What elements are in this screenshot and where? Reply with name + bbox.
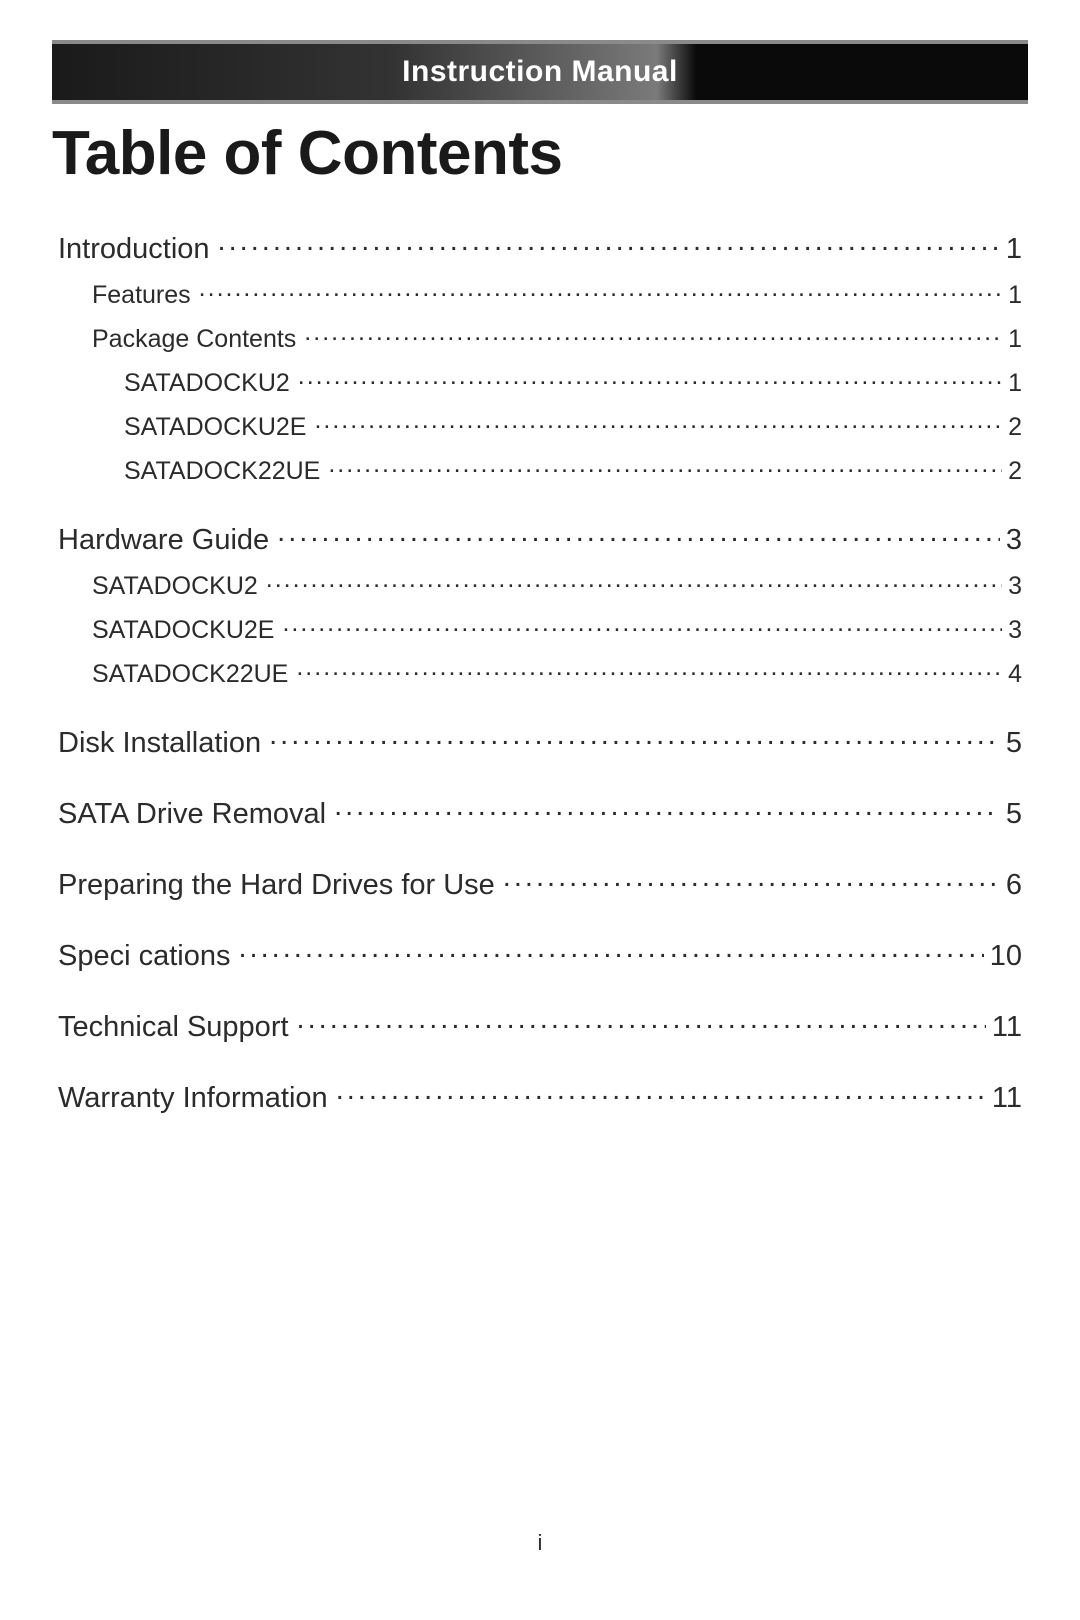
toc-entry-label: Disk Installation [58, 727, 269, 760]
header-bar: Instruction Manual [52, 40, 1028, 104]
toc-entry: Disk Installation 5 [58, 723, 1022, 760]
toc-entry: Hardware Guide 3 [58, 520, 1022, 557]
toc-entry: SATA Drive Removal 5 [58, 794, 1022, 831]
toc-entry: SATADOCKU2 3 [92, 569, 1022, 601]
toc-leader-dots [266, 569, 1002, 594]
toc-entry-label: Technical Support [58, 1011, 297, 1044]
toc-entry-label: Preparing the Hard Drives for Use [58, 869, 503, 902]
toc-entry-page: 3 [1002, 616, 1022, 645]
toc-entry: SATADOCK22UE 2 [124, 454, 1022, 486]
toc-leader-dots [297, 1007, 986, 1036]
toc-entry-label: Features [92, 281, 199, 310]
toc-entry-page: 1 [1002, 325, 1022, 354]
toc-leader-dots [277, 520, 1000, 549]
toc-entry-page: 2 [1002, 413, 1022, 442]
toc-entry-label: SATADOCKU2E [124, 413, 314, 442]
toc-leader-dots [296, 657, 1002, 682]
toc-entry: SATADOCKU2E 3 [92, 613, 1022, 645]
toc-leader-dots [239, 936, 984, 965]
toc-entry: SATADOCKU2E 2 [124, 410, 1022, 442]
toc-entry-label: Introduction [58, 233, 218, 266]
toc-leader-dots [304, 322, 1002, 347]
toc-entry-label: SATADOCK22UE [92, 660, 296, 689]
toc-entry-label: SATADOCK22UE [124, 457, 328, 486]
toc-leader-dots [334, 794, 1000, 823]
toc-entry: SATADOCKU2 1 [124, 366, 1022, 398]
toc-entry-page: 2 [1002, 457, 1022, 486]
toc-leader-dots [218, 229, 1000, 258]
toc-leader-dots [328, 454, 1002, 479]
toc-entry-label: SATADOCKU2 [92, 572, 266, 601]
toc-entry: Preparing the Hard Drives for Use 6 [58, 865, 1022, 902]
toc-entry: Introduction 1 [58, 229, 1022, 266]
toc-entry-label: Hardware Guide [58, 524, 277, 557]
toc-entry-page: 3 [1000, 524, 1022, 557]
page-number: i [0, 1530, 1080, 1556]
toc-leader-dots [269, 723, 1000, 752]
page-container: Instruction Manual Table of Contents Int… [0, 0, 1080, 1620]
toc-entry-label: Speci cations [58, 940, 239, 973]
toc-entry-label: SATA Drive Removal [58, 798, 334, 831]
toc-entry-page: 5 [1000, 727, 1022, 760]
toc-leader-dots [503, 865, 1000, 894]
toc-entry-page: 11 [986, 1082, 1022, 1115]
toc-leader-dots [199, 278, 1002, 303]
toc-entry: SATADOCK22UE 4 [92, 657, 1022, 689]
toc-entry-page: 1 [1000, 233, 1022, 266]
toc-leader-dots [336, 1078, 986, 1107]
toc-entry: Technical Support 11 [58, 1007, 1022, 1044]
toc-entry-label: SATADOCKU2 [124, 369, 298, 398]
toc-entry-label: SATADOCKU2E [92, 616, 282, 645]
toc-entry: Warranty Information 11 [58, 1078, 1022, 1115]
toc-entry-label: Package Contents [92, 325, 304, 354]
toc-entry-label: Warranty Information [58, 1082, 336, 1115]
toc-entry-page: 4 [1002, 660, 1022, 689]
toc-entry-page: 5 [1000, 798, 1022, 831]
toc-leader-dots [298, 366, 1002, 391]
header-title: Instruction Manual [402, 55, 678, 89]
toc-entry-page: 1 [1002, 281, 1022, 310]
toc-entry-page: 11 [986, 1011, 1022, 1044]
toc-entry-page: 3 [1002, 572, 1022, 601]
toc-entry: Speci cations 10 [58, 936, 1022, 973]
toc-leader-dots [282, 613, 1002, 638]
toc-entry-page: 6 [1000, 869, 1022, 902]
toc-entry: Features 1 [92, 278, 1022, 310]
page-title: Table of Contents [52, 118, 1028, 189]
toc-entry-page: 10 [984, 940, 1022, 973]
toc-entry: Package Contents 1 [92, 322, 1022, 354]
toc-leader-dots [314, 410, 1002, 435]
table-of-contents: Introduction1Features1Package Contents1S… [52, 229, 1028, 1115]
toc-entry-page: 1 [1002, 369, 1022, 398]
